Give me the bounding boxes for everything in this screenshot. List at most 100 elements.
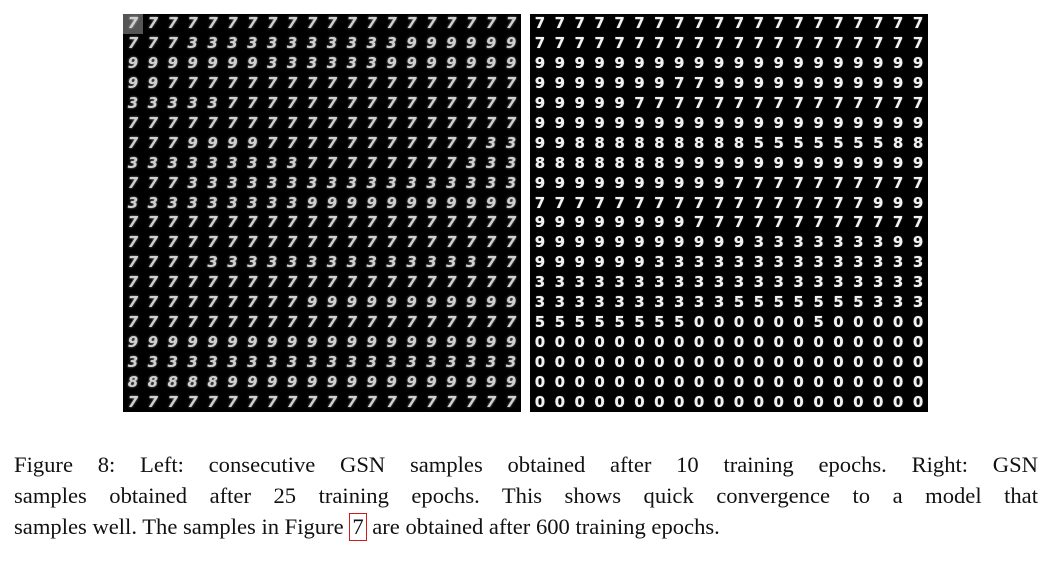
digit-sample: 7 (426, 94, 437, 113)
digit-sample: 3 (426, 253, 437, 272)
digit-sample: 7 (733, 193, 745, 212)
digit-sample: 9 (853, 54, 864, 73)
digit-sample: 7 (187, 312, 198, 331)
digit-sample: 9 (793, 153, 804, 172)
digit-sample: 3 (147, 153, 159, 172)
digit-sample: 7 (674, 193, 685, 212)
digit-sample: 7 (426, 233, 437, 252)
digit-sample: 9 (574, 113, 585, 132)
digit-sample: 3 (594, 293, 605, 312)
digit-sample: 7 (466, 113, 477, 132)
digit-sample: 3 (326, 54, 338, 73)
digit-sample: 7 (485, 392, 497, 411)
digit-sample: 9 (892, 233, 904, 252)
digit-sample: 7 (127, 273, 139, 292)
digit-sample: 9 (574, 94, 585, 113)
digit-sample: 8 (634, 133, 645, 152)
digit-sample: 3 (713, 273, 725, 292)
digit-sample: 9 (505, 332, 517, 351)
digit-sample: 3 (912, 253, 924, 272)
digit-sample: 7 (187, 113, 198, 132)
digit-sample: 9 (406, 193, 417, 212)
digit-sample: 7 (534, 14, 546, 33)
digit-sample: 7 (366, 94, 377, 113)
digit-sample: 3 (386, 253, 397, 272)
digit-sample: 3 (247, 34, 258, 53)
digit-sample: 7 (227, 392, 238, 411)
digit-sample: 7 (207, 74, 218, 93)
digit-sample: 0 (773, 392, 784, 411)
digit-sample: 9 (247, 332, 258, 351)
digit-sample: 9 (366, 293, 377, 312)
digit-sample: 7 (912, 14, 924, 33)
digit-sample: 3 (267, 193, 278, 212)
digit-sample: 0 (634, 352, 645, 371)
digit-sample: 9 (554, 74, 566, 93)
digit-sample: 7 (753, 34, 765, 53)
digit-sample: 0 (634, 332, 645, 351)
digit-sample: 3 (426, 352, 437, 371)
digit-sample: 9 (674, 213, 685, 232)
digit-sample: 9 (753, 153, 765, 172)
digit-sample: 7 (167, 293, 178, 312)
digit-sample: 8 (554, 153, 566, 172)
digit-sample: 7 (147, 113, 159, 132)
digit-sample: 9 (594, 94, 605, 113)
digit-sample: 7 (713, 14, 725, 33)
digit-sample: 9 (892, 54, 904, 73)
digit-sample: 9 (554, 94, 566, 113)
digit-sample: 3 (554, 293, 566, 312)
digit-sample: 0 (594, 352, 605, 371)
digit-sample: 9 (227, 133, 238, 152)
digit-sample: 7 (466, 94, 477, 113)
digit-sample: 7 (554, 14, 566, 33)
digit-sample: 9 (466, 332, 477, 351)
digit-sample: 9 (733, 113, 745, 132)
digit-sample: 9 (267, 372, 278, 391)
digit-sample: 7 (446, 312, 457, 331)
digit-sample: 0 (674, 352, 685, 371)
digit-sample: 9 (713, 173, 725, 192)
figure-reference-link[interactable]: 7 (349, 513, 367, 541)
digit-sample: 7 (912, 173, 924, 192)
digit-sample: 8 (534, 153, 546, 172)
digit-sample: 9 (773, 74, 784, 93)
digit-sample: 3 (654, 293, 665, 312)
digit-sample: 7 (306, 213, 318, 232)
digit-sample: 9 (167, 332, 178, 351)
digit-sample: 0 (793, 392, 804, 411)
digit-sample: 5 (674, 312, 685, 331)
digit-sample: 3 (654, 273, 665, 292)
digit-sample: 7 (167, 113, 178, 132)
digit-sample: 9 (247, 54, 258, 73)
digit-sample: 7 (554, 34, 566, 53)
digit-sample: 7 (147, 133, 159, 152)
digit-sample: 7 (306, 133, 318, 152)
digit-sample: 7 (753, 213, 765, 232)
digit-sample: 7 (634, 94, 645, 113)
digit-sample: 9 (892, 153, 904, 172)
digit-sample: 0 (693, 372, 705, 391)
digit-sample: 7 (733, 213, 745, 232)
digit-sample: 9 (485, 293, 497, 312)
digit-sample: 3 (207, 352, 218, 371)
digit-sample: 7 (167, 253, 178, 272)
digit-sample: 3 (306, 352, 318, 371)
digit-sample: 5 (773, 293, 784, 312)
digit-sample: 7 (326, 392, 338, 411)
digit-sample: 9 (485, 193, 497, 212)
digit-sample: 7 (207, 113, 218, 132)
digit-sample: 3 (326, 34, 338, 53)
digit-sample: 7 (167, 74, 178, 93)
digit-sample: 7 (793, 173, 804, 192)
digit-sample: 3 (147, 352, 159, 371)
digit-sample: 0 (594, 332, 605, 351)
digit-sample: 3 (892, 293, 904, 312)
digit-sample: 3 (247, 153, 258, 172)
digit-sample: 7 (123, 14, 143, 34)
digit-sample: 7 (406, 94, 417, 113)
digit-sample: 7 (833, 34, 844, 53)
digit-sample: 0 (813, 372, 824, 391)
digit-sample: 7 (813, 14, 824, 33)
digit-sample: 8 (892, 133, 904, 152)
